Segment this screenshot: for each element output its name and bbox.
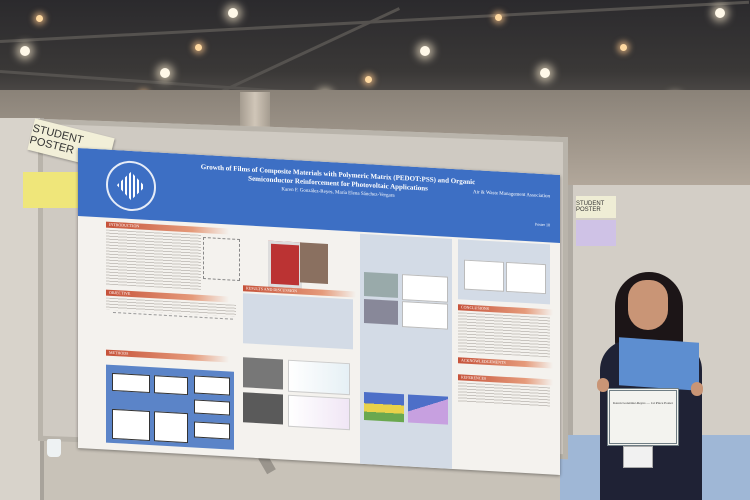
section-methods: METHODS — [106, 349, 229, 363]
afm-image-2 — [364, 298, 398, 325]
sponsor-logo: Air & Waste Management Association — [473, 190, 550, 200]
right-hand — [691, 382, 703, 396]
ceiling-light — [228, 8, 238, 18]
intro-text — [106, 229, 201, 290]
results-table — [243, 293, 353, 350]
sample-photo — [300, 242, 328, 284]
chemical-structures — [113, 311, 233, 350]
ceiling-light — [20, 46, 30, 56]
ceiling-light — [495, 14, 502, 21]
section-acknowledgements: ACKNOWLEDGEMENTS — [458, 357, 553, 369]
ceiling-light — [160, 68, 170, 78]
ceiling-light — [715, 8, 725, 18]
sem-image — [243, 357, 283, 390]
left-hand — [597, 378, 609, 392]
student-poster-label-right: STUDENT POSTER — [576, 196, 616, 218]
poster-number: Poster 18 — [535, 221, 550, 228]
device-diagram-2 — [408, 394, 448, 425]
ceiling-light — [365, 76, 372, 83]
equipment-photo — [268, 240, 302, 289]
student-presenter: Karen González-Reyes — 1st Place Poster — [595, 268, 705, 500]
face — [628, 280, 668, 330]
conclusions-text — [458, 312, 550, 358]
xrd-graph — [288, 359, 350, 396]
ceiling-light — [420, 46, 430, 56]
spectrum-graph — [288, 394, 350, 431]
iv-curve-graph-2 — [506, 261, 546, 295]
ceiling-light — [36, 15, 43, 22]
ceiling-light — [540, 68, 550, 78]
name-badge — [623, 446, 653, 468]
blue-folder — [619, 337, 699, 391]
ceiling-light — [195, 44, 202, 51]
lilac-note — [576, 220, 616, 246]
ceiling-light — [620, 44, 627, 51]
research-poster: Growth of Films of Composite Materials w… — [78, 148, 560, 475]
results-graph — [402, 274, 448, 303]
sem-image-2 — [243, 392, 283, 425]
paper-cup — [47, 439, 61, 457]
university-logo-icon — [106, 159, 156, 213]
award-certificate: Karen González-Reyes — 1st Place Poster — [607, 388, 679, 446]
afm-image — [364, 271, 398, 298]
methods-diagram — [106, 364, 234, 450]
results-graph-2 — [402, 301, 448, 330]
molecule-figure — [203, 236, 240, 282]
iv-curve-graph — [464, 259, 504, 292]
device-diagram — [364, 391, 404, 423]
references-text — [458, 382, 550, 408]
results-column — [360, 233, 452, 469]
